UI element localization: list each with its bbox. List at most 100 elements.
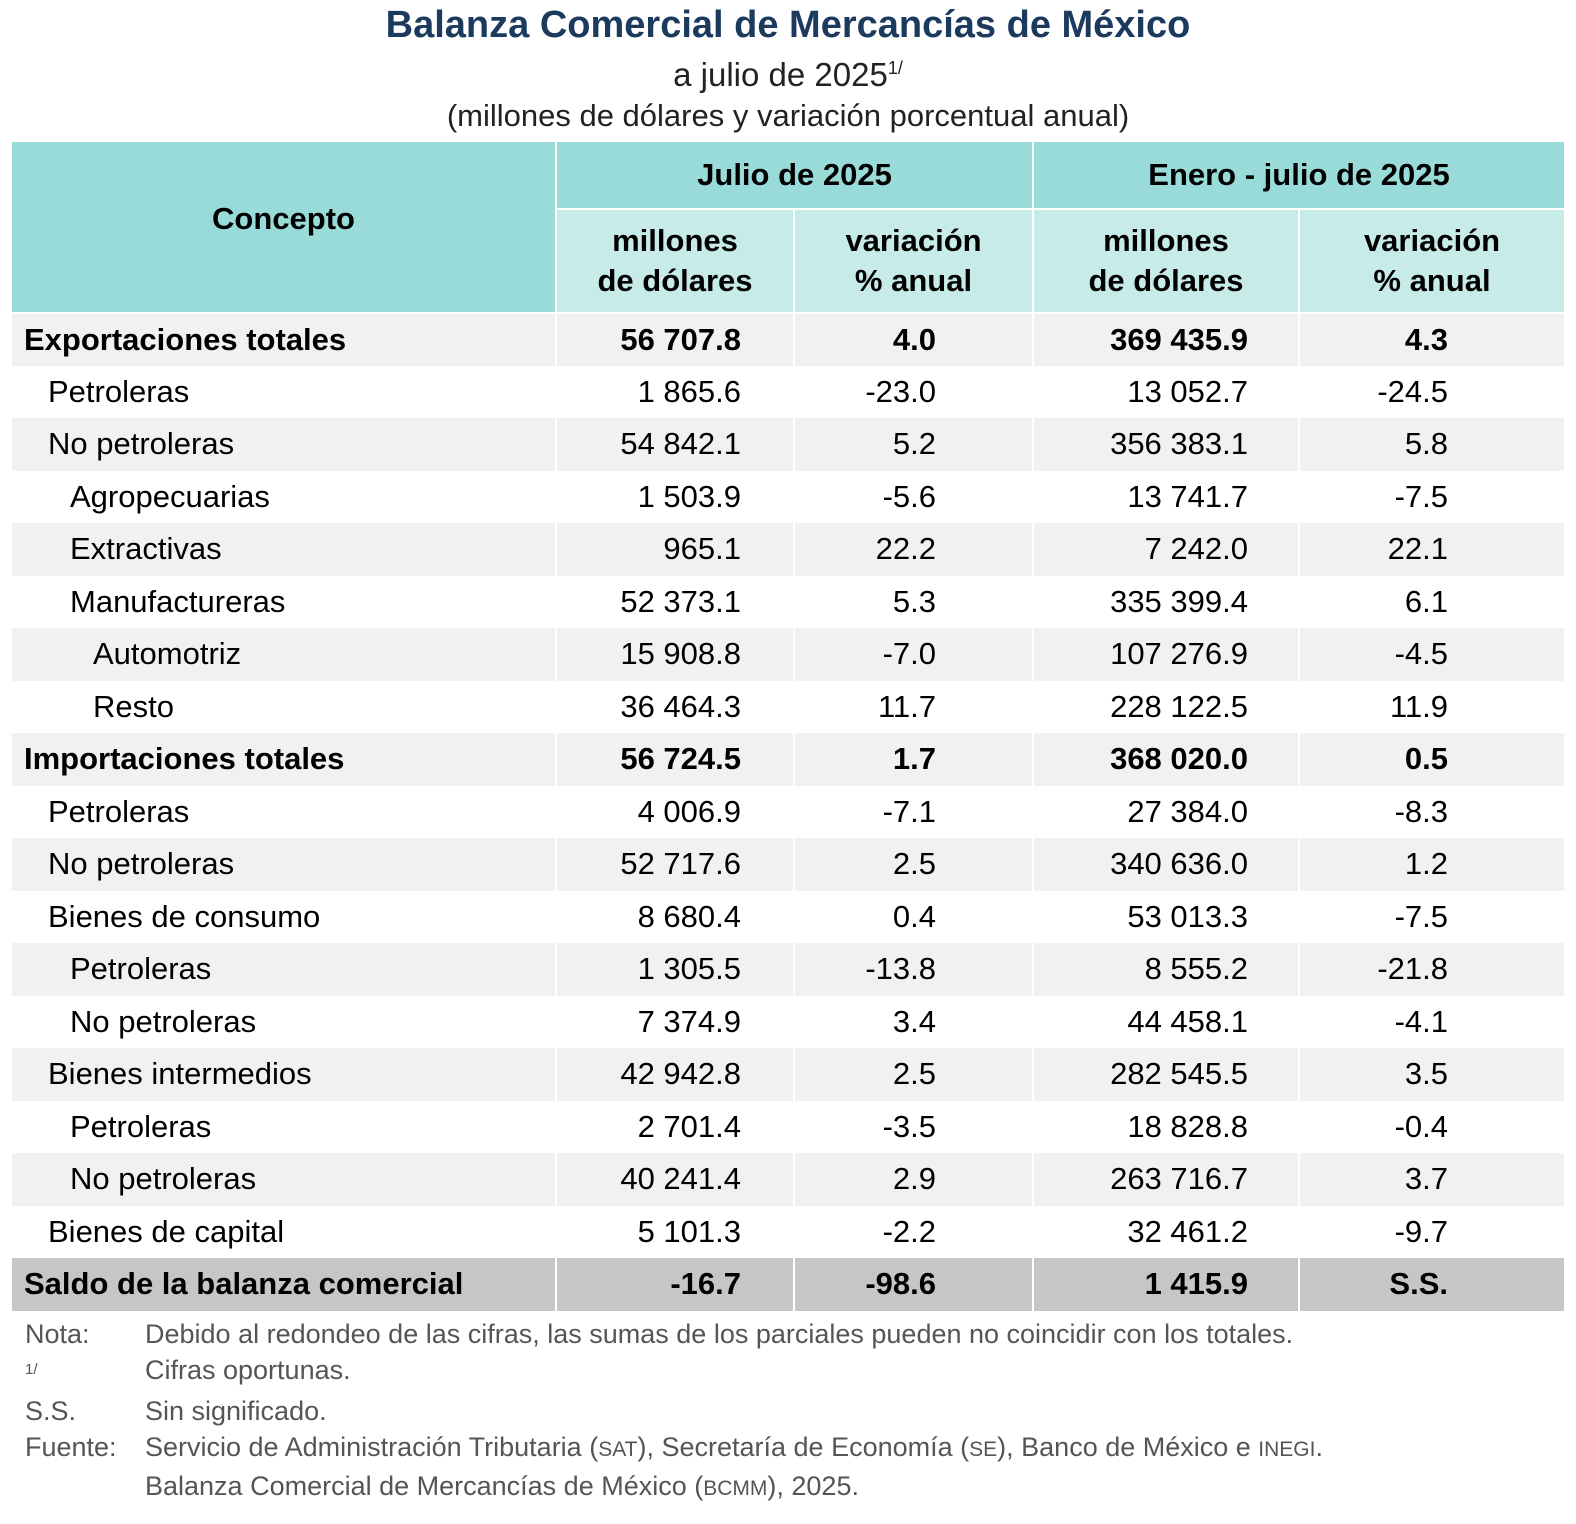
cell-variation: 2.5 bbox=[793, 1048, 1034, 1101]
cell-millions: 5 101.3 bbox=[555, 1205, 795, 1258]
cell-variation: 3.7 bbox=[1297, 1153, 1567, 1206]
cell-millions: 1 415.9 bbox=[1032, 1258, 1300, 1311]
cell-millions: 27 384.0 bbox=[1032, 785, 1300, 838]
cell-variation: 5.3 bbox=[793, 575, 1034, 628]
cell-millions: 8 680.4 bbox=[555, 890, 795, 943]
cell-variation: 3.5 bbox=[1297, 1048, 1567, 1101]
cell-millions: 2 701.4 bbox=[555, 1100, 795, 1153]
table-row: No petroleras 7 374.9 3.4 44 458.1 -4.1 bbox=[10, 995, 1567, 1048]
cell-millions: 1 503.9 bbox=[555, 470, 795, 523]
table-row: No petroleras 40 241.4 2.9 263 716.7 3.7 bbox=[10, 1153, 1567, 1206]
cell-variation: 4.0 bbox=[793, 313, 1034, 366]
table-row: No petroleras 54 842.1 5.2 356 383.1 5.8 bbox=[10, 418, 1567, 471]
footnotes: Nota: Debido al redondeo de las cifras, l… bbox=[25, 1316, 1323, 1507]
cell-variation: 4.3 bbox=[1297, 313, 1567, 366]
row-label: Saldo de la balanza comercial bbox=[10, 1258, 557, 1311]
cell-variation: -23.0 bbox=[793, 365, 1034, 418]
cell-millions: 18 828.8 bbox=[1032, 1100, 1300, 1153]
cell-variation: -7.0 bbox=[793, 628, 1034, 681]
row-label: Agropecuarias bbox=[10, 470, 557, 523]
row-label: Bienes de capital bbox=[10, 1205, 557, 1258]
cell-variation: 6.1 bbox=[1297, 575, 1567, 628]
table-row: Agropecuarias 1 503.9 -5.6 13 741.7 -7.5 bbox=[10, 470, 1567, 523]
table-row: Petroleras 2 701.4 -3.5 18 828.8 -0.4 bbox=[10, 1100, 1567, 1153]
table-row: Automotriz 15 908.8 -7.0 107 276.9 -4.5 bbox=[10, 628, 1567, 681]
cell-millions: 356 383.1 bbox=[1032, 418, 1300, 471]
subtitle-text: a julio de 2025 bbox=[673, 56, 888, 93]
cell-variation: -9.7 bbox=[1297, 1205, 1567, 1258]
row-label: Automotriz bbox=[10, 628, 557, 681]
table-units: (millones de dólares y variación porcent… bbox=[446, 98, 1130, 133]
cell-variation: 11.7 bbox=[793, 680, 1034, 733]
cell-millions: 368 020.0 bbox=[1032, 733, 1300, 786]
cell-variation: -2.2 bbox=[793, 1205, 1034, 1258]
table-row: Resto 36 464.3 11.7 228 122.5 11.9 bbox=[10, 680, 1567, 733]
cell-millions: -16.7 bbox=[555, 1258, 795, 1311]
table-row: Manufactureras 52 373.1 5.3 335 399.4 6.1 bbox=[10, 575, 1567, 628]
table-row: Bienes intermedios 42 942.8 2.5 282 545.5 3.… bbox=[10, 1048, 1567, 1101]
cell-variation: 11.9 bbox=[1297, 680, 1567, 733]
cell-variation: 0.5 bbox=[1297, 733, 1567, 786]
table-row: Petroleras 4 006.9 -7.1 27 384.0 -8.3 bbox=[10, 785, 1567, 838]
cell-variation: -7.1 bbox=[793, 785, 1034, 838]
row-label: Resto bbox=[10, 680, 557, 733]
row-label: Bienes intermedios bbox=[10, 1048, 557, 1101]
row-label: Importaciones totales bbox=[10, 733, 557, 786]
row-label: Petroleras bbox=[10, 785, 557, 838]
cell-variation: -7.5 bbox=[1297, 890, 1567, 943]
cell-millions: 36 464.3 bbox=[555, 680, 795, 733]
table-row: No petroleras 52 717.6 2.5 340 636.0 1.2 bbox=[10, 838, 1567, 891]
row-label: Extractivas bbox=[10, 523, 557, 576]
cell-variation: 0.4 bbox=[793, 890, 1034, 943]
trade-balance-table: Concepto Julio de 2025 Enero - julio de … bbox=[10, 140, 1567, 1311]
cell-variation: -4.5 bbox=[1297, 628, 1567, 681]
table-row: Importaciones totales 56 724.5 1.7 368 020.… bbox=[10, 733, 1567, 786]
cell-variation: -0.4 bbox=[1297, 1100, 1567, 1153]
row-label: Bienes de consumo bbox=[10, 890, 557, 943]
note-preliminary: 1/Cifras oportunas. bbox=[25, 1355, 351, 1385]
cell-millions: 52 717.6 bbox=[555, 838, 795, 891]
cell-variation: -98.6 bbox=[793, 1258, 1034, 1311]
cell-millions: 1 865.6 bbox=[555, 365, 795, 418]
cell-variation: 22.1 bbox=[1297, 523, 1567, 576]
cell-millions: 56 724.5 bbox=[555, 733, 795, 786]
row-label: Manufactureras bbox=[10, 575, 557, 628]
cell-millions: 1 305.5 bbox=[555, 943, 795, 996]
cell-variation: 2.9 bbox=[793, 1153, 1034, 1206]
row-label: Petroleras bbox=[10, 1100, 557, 1153]
col-header-millions: millones de dólares bbox=[555, 208, 795, 314]
row-label: Petroleras bbox=[10, 365, 557, 418]
note-rounding: Nota: Debido al redondeo de las cifras, l… bbox=[25, 1319, 1294, 1349]
table-row: Exportaciones totales 56 707.8 4.0 369 435.… bbox=[10, 313, 1567, 366]
cell-millions: 15 908.8 bbox=[555, 628, 795, 681]
cell-variation: 2.5 bbox=[793, 838, 1034, 891]
col-header-millions: millones de dólares bbox=[1032, 208, 1300, 314]
cell-millions: 107 276.9 bbox=[1032, 628, 1300, 681]
cell-millions: 52 373.1 bbox=[555, 575, 795, 628]
table-row: Petroleras 1 865.6 -23.0 13 052.7 -24.5 bbox=[10, 365, 1567, 418]
row-label: No petroleras bbox=[10, 418, 557, 471]
table-row: Bienes de consumo 8 680.4 0.4 53 013.3 -7.5 bbox=[10, 890, 1567, 943]
cell-variation: -13.8 bbox=[793, 943, 1034, 996]
note-ss: S.S. Sin significado. bbox=[25, 1396, 327, 1426]
cell-millions: 54 842.1 bbox=[555, 418, 795, 471]
cell-millions: 7 374.9 bbox=[555, 995, 795, 1048]
cell-variation: -3.5 bbox=[793, 1100, 1034, 1153]
cell-millions: 44 458.1 bbox=[1032, 995, 1300, 1048]
table-row-saldo: Saldo de la balanza comercial -16.7 -98.6 1… bbox=[10, 1258, 1567, 1311]
cell-millions: 282 545.5 bbox=[1032, 1048, 1300, 1101]
cell-millions: 13 741.7 bbox=[1032, 470, 1300, 523]
row-label: No petroleras bbox=[10, 1153, 557, 1206]
cell-variation: 5.8 bbox=[1297, 418, 1567, 471]
cell-variation: -5.6 bbox=[793, 470, 1034, 523]
cell-variation: 1.2 bbox=[1297, 838, 1567, 891]
cell-millions: 56 707.8 bbox=[555, 313, 795, 366]
cell-millions: 228 122.5 bbox=[1032, 680, 1300, 733]
cell-variation: S.S. bbox=[1297, 1258, 1567, 1311]
cell-variation: 1.7 bbox=[793, 733, 1034, 786]
table-row: Petroleras 1 305.5 -13.8 8 555.2 -21.8 bbox=[10, 943, 1567, 996]
note-source: Fuente: Servicio de Administración Tribut… bbox=[25, 1432, 1323, 1501]
cell-millions: 263 716.7 bbox=[1032, 1153, 1300, 1206]
cell-variation: 3.4 bbox=[793, 995, 1034, 1048]
cell-millions: 340 636.0 bbox=[1032, 838, 1300, 891]
